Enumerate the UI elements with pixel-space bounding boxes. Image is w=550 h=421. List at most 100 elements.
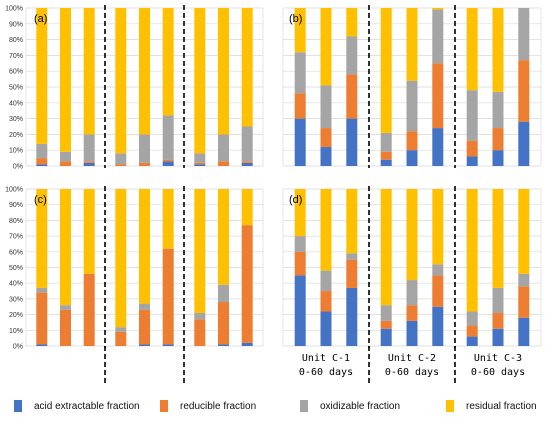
days-label: 0-60 days <box>471 367 525 378</box>
bar-segment-reducible <box>241 225 253 343</box>
bar-segment-reducible <box>36 292 48 345</box>
bar-segment-reducible <box>492 313 504 329</box>
bar-segment-reducible <box>294 251 306 276</box>
bar-segment-acid <box>518 317 530 346</box>
bar-segment-reducible <box>162 159 174 162</box>
panel-b: (b) <box>282 5 542 168</box>
y-tick-label: 60% <box>9 69 23 76</box>
bar-segment-acid <box>83 162 95 166</box>
bar-segment-acid <box>139 344 150 346</box>
bar-segment-oxidizable <box>466 90 478 141</box>
bar-segment-acid <box>466 336 478 346</box>
y-tick-label: 0% <box>13 164 23 171</box>
bar-segment-reducible <box>518 60 530 122</box>
y-tick-label: 30% <box>9 296 23 303</box>
unit-label: Unit C-3 <box>474 353 522 364</box>
y-tick-label: 60% <box>9 249 23 256</box>
bar-segment-oxidizable <box>320 85 332 129</box>
bar-segment-acid <box>406 320 418 346</box>
bar-segment-acid <box>432 128 444 166</box>
legend-swatch-acid <box>14 400 22 412</box>
bar-segment-oxidizable <box>36 287 48 293</box>
bar-segment-oxidizable <box>139 134 150 163</box>
legend-swatch-reducible <box>160 400 168 412</box>
bar-segment-oxidizable <box>518 273 530 287</box>
bar-segment-oxidizable <box>320 270 332 292</box>
days-label: 0-60 days <box>299 367 353 378</box>
bar-segment-oxidizable <box>83 134 95 162</box>
days-label: 0-60 days <box>385 367 439 378</box>
bar-segment-residual <box>139 189 150 304</box>
bar-segment-oxidizable <box>194 313 206 320</box>
bar-segment-residual <box>36 8 48 144</box>
bar-segment-oxidizable <box>492 287 504 314</box>
y-tick-label: 20% <box>9 312 23 319</box>
y-tick-label: 40% <box>9 100 23 107</box>
bar-segment-residual <box>466 189 478 312</box>
bar-segment-residual <box>194 189 206 314</box>
bar-segment-acid <box>380 328 392 346</box>
y-tick-label: 90% <box>9 21 23 28</box>
y-tick-label: 50% <box>9 85 23 92</box>
y-tick-label: 100% <box>5 6 23 13</box>
bar-segment-residual <box>60 8 71 152</box>
bar-segment-acid <box>241 162 253 166</box>
unit-label: Unit C-2 <box>388 353 436 364</box>
bar-segment-acid <box>320 311 332 346</box>
bar-segment-oxidizable <box>432 264 444 276</box>
bar-segment-residual <box>83 189 95 274</box>
bar-segment-reducible <box>466 325 478 337</box>
bar-segment-reducible <box>406 305 418 321</box>
bar-segment-residual <box>518 189 530 274</box>
bar-segment-oxidizable <box>218 134 229 162</box>
bar-segment-oxidizable <box>346 253 358 260</box>
bar-segment-acid <box>492 150 504 166</box>
bar-segment-reducible <box>194 319 206 346</box>
bar-segment-residual <box>83 8 95 135</box>
legend-label-acid: acid extractable fraction <box>34 401 140 412</box>
bar-segment-oxidizable <box>115 327 127 332</box>
bar-segment-acid <box>432 306 444 346</box>
bar-segment-reducible <box>36 158 48 165</box>
bar-segment-residual <box>406 8 418 81</box>
bar-segment-residual <box>432 189 444 265</box>
bar-segment-oxidizable <box>380 132 392 152</box>
y-tick-label: 70% <box>9 234 23 241</box>
bar-segment-acid <box>406 150 418 166</box>
y-tick-label: 80% <box>9 218 23 225</box>
bar-segment-reducible <box>380 151 392 160</box>
bar-segment-oxidizable <box>194 153 206 163</box>
bar-segment-reducible <box>466 140 478 157</box>
bar-segment-acid <box>194 164 206 166</box>
bar-segment-reducible <box>115 164 127 166</box>
legend: acid extractable fraction reducible fract… <box>14 400 537 412</box>
bar-segment-reducible <box>432 63 444 129</box>
bar-segment-reducible <box>380 320 392 329</box>
bar-segment-acid <box>518 121 530 166</box>
bar-segment-oxidizable <box>294 236 306 252</box>
bar-segment-residual <box>60 189 71 306</box>
bar-segment-residual <box>466 8 478 91</box>
bar-segment-residual <box>320 189 332 271</box>
bar-segment-oxidizable <box>60 305 71 310</box>
y-tick-label: 80% <box>9 37 23 44</box>
bar-segment-reducible <box>139 162 150 166</box>
bar-segment-residual <box>218 8 229 135</box>
bar-segment-residual <box>218 189 229 285</box>
bar-segment-acid <box>294 118 306 166</box>
bar-segment-oxidizable <box>36 143 48 159</box>
bar-segment-reducible <box>139 309 150 345</box>
y-tick-label: 100% <box>5 187 23 194</box>
bar-segment-residual <box>194 8 206 154</box>
bar-segment-residual <box>162 8 174 116</box>
chart-panels: 0% 10% 20% 30% 40% 50% 60% 70% 80% 90% 100% (a) (b) 0… <box>5 5 542 351</box>
bar-segment-reducible <box>406 131 418 151</box>
bar-segment-reducible <box>432 275 444 307</box>
y-tick-label: 50% <box>9 265 23 272</box>
bar-segment-acid <box>346 287 358 346</box>
y-tick-label: 70% <box>9 53 23 60</box>
bar-segment-acid <box>346 118 358 166</box>
bar-segment-acid <box>294 275 306 346</box>
bar-segment-reducible <box>60 309 71 346</box>
x-group-labels: Unit C-1 0-60 days Unit C-2 0-60 days Unit C… <box>104 346 525 384</box>
